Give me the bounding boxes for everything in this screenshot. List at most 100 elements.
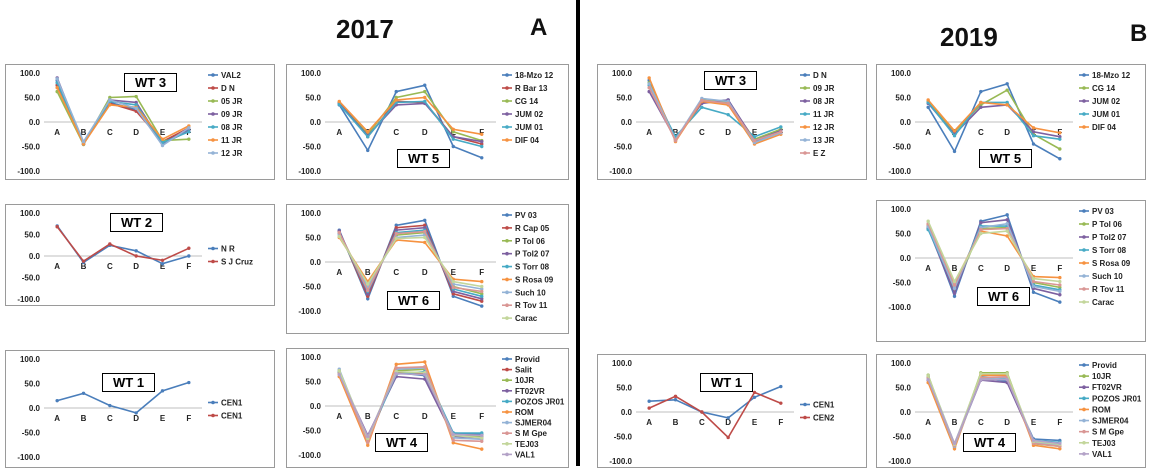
data-point: [726, 416, 730, 420]
data-point: [394, 89, 398, 94]
data-point: [134, 411, 138, 415]
y-tick-label: 100.0: [891, 205, 912, 214]
data-point: [480, 447, 484, 451]
data-point: [423, 218, 427, 223]
legend-item: CG 14: [502, 97, 539, 106]
legend-item: D N: [800, 71, 827, 80]
chart-title: WT 1: [700, 373, 754, 392]
x-tick-label: C: [107, 128, 113, 137]
legend-item: E Z: [800, 149, 826, 158]
data-point: [752, 390, 757, 395]
data-point: [423, 377, 427, 381]
x-tick-label: A: [54, 414, 60, 423]
data-point: [480, 304, 484, 308]
chart-svg: 100.0 50.0 0.0 -50.0 -100.0 A B C D E F PV 03 P Tol …: [888, 205, 1130, 312]
legend-item: R Tov 11: [502, 301, 548, 310]
legend-label: SJMER04: [515, 419, 552, 428]
legend-label: P Tol 06: [1092, 220, 1122, 229]
data-point: [779, 130, 783, 134]
legend-label: Salit: [515, 366, 532, 375]
data-point: [480, 142, 484, 146]
data-point: [55, 86, 59, 90]
chart-svg: 100.0 50.0 0.0 -50.0 -100.0 A B C D E F Provid 10JR F…: [888, 359, 1142, 466]
legend-marker: [505, 125, 509, 129]
legend-label: CEN2: [813, 414, 835, 423]
legend-marker: [505, 99, 509, 103]
x-tick-label: B: [365, 412, 371, 421]
x-tick-label: E: [1031, 264, 1037, 273]
chart-title: WT 5: [979, 149, 1033, 168]
series-line: [338, 372, 482, 439]
data-point: [187, 380, 191, 385]
legend-item: S Torr 08: [1079, 246, 1127, 255]
x-tick-label: C: [699, 418, 705, 427]
chart-svg: 100.0 50.0 0.0 -50.0 -100.0 A B C D E F CEN1 CEN2: [609, 359, 835, 466]
x-tick-label: D: [133, 128, 139, 137]
x-tick-label: F: [186, 414, 191, 423]
legend-label: PV 03: [1092, 207, 1114, 216]
legend-marker: [505, 86, 509, 90]
legend-label: CEN1: [221, 399, 243, 408]
data-point: [1005, 226, 1009, 231]
chart-svg: 100.0 50.0 0.0 -50.0 -100.0 A B C D E F CEN1 CEN1: [17, 355, 243, 462]
chart-svg: 100.0 50.0 0.0 -50.0 -100.0 A B C D E F Provid Salit…: [298, 353, 565, 460]
x-tick-label: B: [81, 414, 87, 423]
legend-marker: [803, 151, 807, 155]
data-point: [1058, 147, 1062, 151]
data-point: [451, 137, 455, 141]
y-tick-label: -100.0: [298, 307, 321, 316]
legend-marker: [803, 138, 807, 142]
chart-panel-a-wt5: 100.050.00.0-50.0-100.0ABCDEF18-Mzo 12R …: [286, 64, 569, 180]
legend-marker: [505, 138, 509, 142]
data-point: [752, 395, 757, 399]
data-point: [480, 139, 484, 144]
data-point: [1058, 293, 1062, 297]
data-point: [952, 279, 957, 284]
legend-item: DIF 04: [1079, 123, 1117, 132]
legend-marker: [1082, 452, 1086, 456]
legend-label: P Tol2 07: [1092, 233, 1127, 242]
legend-item: S M Gpe: [1079, 428, 1125, 437]
y-tick-label: -50.0: [22, 429, 41, 438]
left-year-heading: 2017: [336, 14, 394, 44]
data-point: [81, 142, 86, 146]
legend-item: 09 JR: [208, 110, 243, 119]
y-tick-label: 0.0: [310, 402, 322, 411]
legend-marker: [505, 303, 509, 308]
data-point: [726, 101, 730, 106]
data-point: [451, 144, 455, 149]
data-point: [451, 279, 455, 284]
data-point: [1058, 289, 1062, 294]
legend-label: 12 JR: [813, 123, 835, 132]
data-point: [366, 130, 370, 134]
data-point: [160, 258, 165, 262]
legend-label: CG 14: [515, 97, 539, 106]
legend-marker: [1082, 385, 1086, 390]
legend-label: 09 JR: [813, 84, 835, 93]
legend-label: E Z: [813, 149, 826, 158]
legend-label: R Tov 11: [1092, 285, 1125, 294]
data-point: [1058, 300, 1062, 304]
x-tick-label: D: [725, 418, 731, 427]
x-tick-label: D: [1004, 418, 1010, 427]
legend-item: S Rosa 09: [502, 275, 554, 284]
data-point: [752, 135, 757, 139]
data-point: [779, 401, 783, 405]
chart-title: WT 4: [963, 433, 1017, 452]
legend-item: DIF 04: [502, 136, 540, 145]
data-point: [134, 106, 138, 110]
legend-item: ROM: [1079, 405, 1111, 414]
right-panel-letter: B: [1130, 20, 1148, 47]
legend-item: R Cap 05: [502, 224, 550, 233]
legend-marker: [1082, 396, 1086, 401]
chart-title: WT 3: [124, 73, 178, 92]
data-point: [952, 294, 957, 298]
data-point: [1031, 276, 1036, 281]
data-point: [979, 231, 983, 236]
legend-label: Carac: [1092, 298, 1115, 307]
x-tick-label: C: [393, 268, 399, 277]
x-tick-label: F: [479, 268, 484, 277]
chart-panel-b-wt6: 100.0 50.0 0.0 -50.0 -100.0 A B C D E F PV 03 P Tol …: [876, 200, 1146, 342]
y-tick-label: 100.0: [20, 209, 41, 218]
legend-item: PV 03: [502, 211, 537, 220]
